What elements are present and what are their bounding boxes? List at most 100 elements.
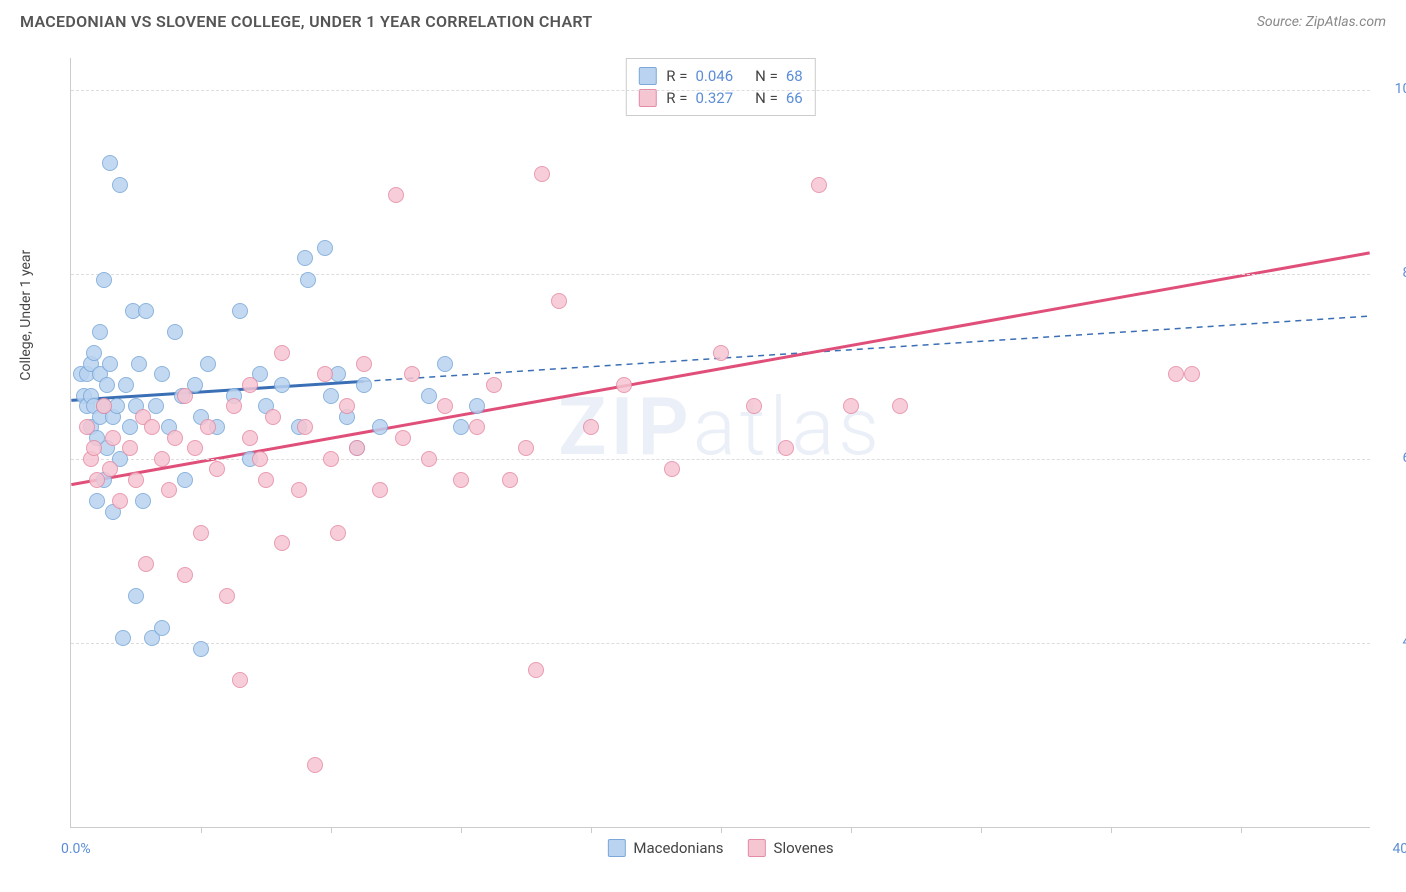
data-point — [102, 155, 118, 171]
data-point — [122, 419, 138, 435]
legend-label-1: Slovenes — [774, 839, 834, 857]
data-point — [349, 440, 365, 456]
data-point — [115, 630, 131, 646]
data-point — [131, 356, 147, 372]
data-point — [323, 451, 339, 467]
data-point — [154, 451, 170, 467]
data-point — [469, 398, 485, 414]
swatch-slovenes — [638, 89, 656, 107]
data-point — [102, 461, 118, 477]
data-point — [437, 398, 453, 414]
data-point — [1184, 366, 1200, 382]
y-tick-label: 82.5% — [1380, 265, 1406, 281]
x-tick — [851, 827, 852, 833]
data-point — [486, 377, 502, 393]
data-point — [177, 388, 193, 404]
data-point — [154, 366, 170, 382]
data-point — [583, 419, 599, 435]
data-point — [421, 451, 437, 467]
data-point — [274, 377, 290, 393]
data-point — [317, 240, 333, 256]
data-point — [404, 366, 420, 382]
data-point — [843, 398, 859, 414]
data-point — [356, 377, 372, 393]
bottom-legend: Macedonians Slovenes — [607, 839, 833, 857]
data-point — [372, 482, 388, 498]
data-point — [193, 641, 209, 657]
data-point — [339, 398, 355, 414]
data-point — [297, 419, 313, 435]
gridline — [71, 643, 1370, 644]
data-point — [105, 430, 121, 446]
data-point — [291, 482, 307, 498]
data-point — [330, 525, 346, 541]
data-point — [323, 388, 339, 404]
chart-container: College, Under 1 year ZIPatlas R = 0.046… — [50, 38, 1386, 838]
data-point — [453, 419, 469, 435]
data-point — [892, 398, 908, 414]
stat-r-value-1: 0.327 — [695, 89, 733, 107]
data-point — [518, 440, 534, 456]
data-point — [778, 440, 794, 456]
swatch-macedonians — [638, 67, 656, 85]
data-point — [177, 472, 193, 488]
data-point — [300, 272, 316, 288]
data-point — [209, 461, 225, 477]
trend-lines — [71, 58, 1370, 827]
legend-item-slovenes: Slovenes — [748, 839, 834, 857]
data-point — [258, 472, 274, 488]
data-point — [551, 293, 567, 309]
data-point — [453, 472, 469, 488]
data-point — [144, 419, 160, 435]
data-point — [242, 377, 258, 393]
data-point — [200, 419, 216, 435]
data-point — [138, 303, 154, 319]
x-tick — [201, 827, 202, 833]
data-point — [469, 419, 485, 435]
data-point — [200, 356, 216, 372]
data-point — [89, 493, 105, 509]
data-point — [232, 672, 248, 688]
data-point — [112, 493, 128, 509]
data-point — [388, 187, 404, 203]
data-point — [128, 588, 144, 604]
stat-r-label: R = — [666, 67, 687, 85]
x-tick — [331, 827, 332, 833]
data-point — [148, 398, 164, 414]
data-point — [811, 177, 827, 193]
data-point — [307, 757, 323, 773]
stat-n-label: N = — [755, 89, 778, 107]
y-tick-label: 100.0% — [1380, 81, 1406, 97]
stats-box: R = 0.046 N = 68 R = 0.327 N = 66 — [625, 58, 815, 116]
data-point — [122, 440, 138, 456]
stat-r-label: R = — [666, 89, 687, 107]
data-point — [187, 440, 203, 456]
stats-row-macedonians: R = 0.046 N = 68 — [638, 65, 802, 87]
y-tick-label: 65.0% — [1380, 450, 1406, 466]
data-point — [118, 377, 134, 393]
gridline — [71, 274, 1370, 275]
data-point — [242, 430, 258, 446]
data-point — [167, 430, 183, 446]
data-point — [395, 430, 411, 446]
data-point — [86, 345, 102, 361]
chart-title: MACEDONIAN VS SLOVENE COLLEGE, UNDER 1 Y… — [20, 12, 593, 31]
data-point — [746, 398, 762, 414]
data-point — [112, 177, 128, 193]
data-point — [89, 472, 105, 488]
x-tick — [591, 827, 592, 833]
data-point — [1168, 366, 1184, 382]
legend-swatch-macedonians — [607, 839, 625, 857]
data-point — [616, 377, 632, 393]
data-point — [502, 472, 518, 488]
x-tick — [1241, 827, 1242, 833]
x-tick — [721, 827, 722, 833]
y-axis-label: College, Under 1 year — [18, 250, 34, 381]
data-point — [193, 525, 209, 541]
data-point — [79, 419, 95, 435]
data-point — [177, 567, 193, 583]
data-point — [274, 345, 290, 361]
plot-area: ZIPatlas R = 0.046 N = 68 R = 0.327 N = … — [70, 58, 1370, 828]
data-point — [154, 620, 170, 636]
stat-n-value-0: 68 — [786, 67, 803, 85]
